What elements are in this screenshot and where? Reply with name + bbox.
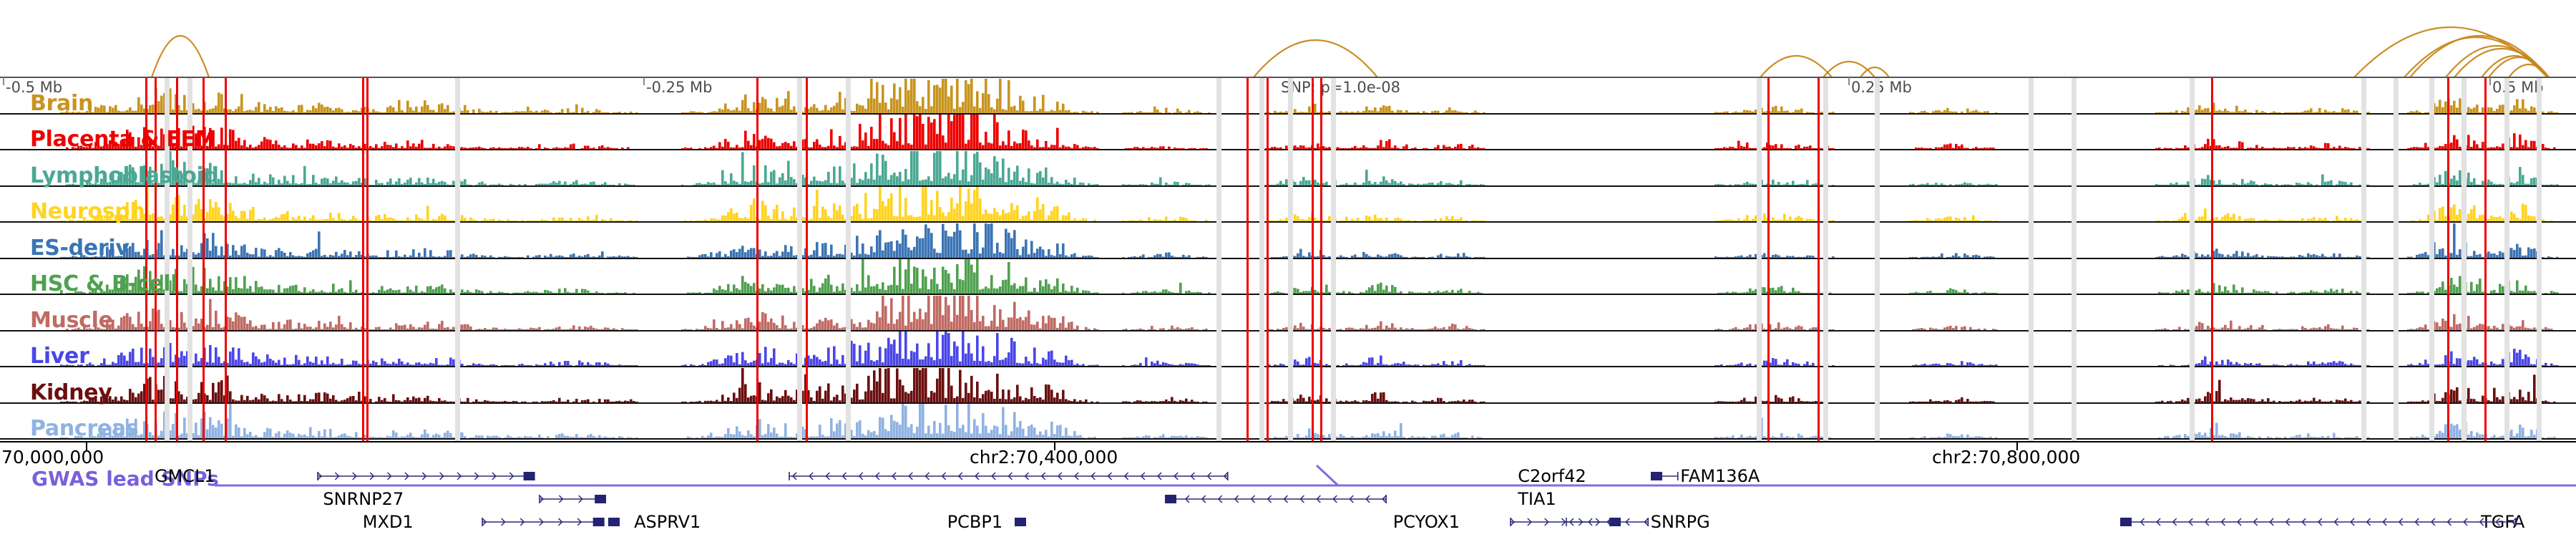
gene-label-pcyox1[interactable]: PCYOX1 [1392,512,1460,532]
gene-model-c2orf42[interactable] [789,467,1229,485]
gene-label-mxd1[interactable]: MXD1 [362,512,414,532]
gene-model-pcbp1[interactable] [1014,513,1033,531]
gene-model-gmcl1[interactable] [317,467,535,485]
track-label-kidney: Kidney [30,379,112,405]
signal-track-plot [0,295,2576,330]
track-label-liver: Liver [30,344,89,369]
top-axis-tick-label: 0.25 Mb [1851,79,1912,96]
signal-track: Pancreas [0,404,2576,441]
signal-track: HSC & B-cell [0,259,2576,296]
signal-track-plot [0,367,2576,402]
gene-label-gmcl1[interactable]: GMCL1 [155,466,215,486]
top-axis-tick-label: 0.5 Mb [2492,79,2544,96]
signal-track: Liver [0,332,2576,369]
snp-pvalue-threshold-label: SNP: p=1.0e-08 [1281,79,1400,96]
chromatin-interaction-arcs [0,0,2576,77]
top-axis-tick-label: -0.25 Mb [646,79,713,96]
gene-label-snrpg[interactable]: SNRPG [1650,512,1710,532]
signal-track: ES-deriv [0,223,2576,261]
gwas-span-bracket [215,464,2576,487]
signal-track: Kidney [0,367,2576,405]
top-axis-tick-label: -0.5 Mb [6,79,63,96]
gene-model-fam136a[interactable] [1650,467,1679,485]
coordinate-tick-mark [2016,442,2018,450]
gene-label-snrnp27[interactable]: SNRNP27 [323,489,404,509]
track-label-hsc-b-cell: HSC & B-cell [30,271,178,296]
gene-model-asprv1[interactable] [608,513,626,531]
coordinate-axis-line [0,441,2576,442]
coordinate-tick-mark [86,442,87,450]
coordinate-tick-label: chr2:70,800,000 [1932,447,2081,468]
gene-annotation-track: GMCL1 SNRNP27 MXD1 ASPRV1 PCBP1 C2orf42 FAM136… [0,467,2576,537]
signal-track-plot [0,259,2576,294]
gene-label-c2orf42[interactable]: C2orf42 [1518,466,1586,486]
gene-label-tia1[interactable]: TIA1 [1518,489,1556,509]
gene-model-snrpg[interactable] [1565,513,1649,531]
track-label-neurosph: Neurosph [30,199,145,224]
signal-track-plot [0,187,2576,222]
signal-track-plot [0,332,2576,367]
gene-model-snrnp27[interactable] [539,490,607,508]
top-axis-tick-mark [643,77,645,85]
signal-track-plot [0,150,2576,185]
signal-track: Brain [0,78,2576,116]
top-axis-tick-mark [2489,77,2491,85]
top-ruler-line [0,77,2576,78]
signal-track-plot [0,223,2576,258]
track-label-lymphoblastoid: Lymphoblastoid [30,163,219,188]
signal-track-plot [0,115,2576,150]
gene-label-fam136a[interactable]: FAM136A [1680,466,1760,486]
track-label-placenta-eem: Placenta & EEM [30,127,217,152]
signal-track: Lymphoblastoid [0,150,2576,188]
track-label-muscle: Muscle [30,307,113,333]
signal-track: Placenta & EEM [0,115,2576,152]
signal-track-plot [0,404,2576,439]
epigenome-signal-tracks: Brain Placenta & EEM Lymphoblastoid Neurosp… [0,78,2576,441]
track-label-es-deriv: ES-deriv [30,235,130,261]
coordinate-tick-mark [1054,442,1055,450]
track-baseline [0,438,2576,440]
coordinate-tick-label: chr2:70,400,000 [970,447,1118,468]
gene-model-mxd1[interactable] [482,513,605,531]
gene-model-tia1[interactable] [1165,490,1387,508]
signal-track: Muscle [0,295,2576,333]
signal-track-plot [0,78,2576,113]
gene-label-pcbp1[interactable]: PCBP1 [947,512,1003,532]
gene-label-asprv1[interactable]: ASPRV1 [634,512,701,532]
gene-model-tgfa[interactable] [2120,513,2517,531]
top-axis-tick-mark [3,77,4,85]
top-axis-tick-mark [1848,77,1850,85]
track-label-brain: Brain [30,90,94,116]
track-label-pancreas: Pancreas [30,416,139,441]
signal-track: Neurosph [0,187,2576,224]
gwas-lead-snps-label: GWAS lead SNPs [31,467,219,490]
